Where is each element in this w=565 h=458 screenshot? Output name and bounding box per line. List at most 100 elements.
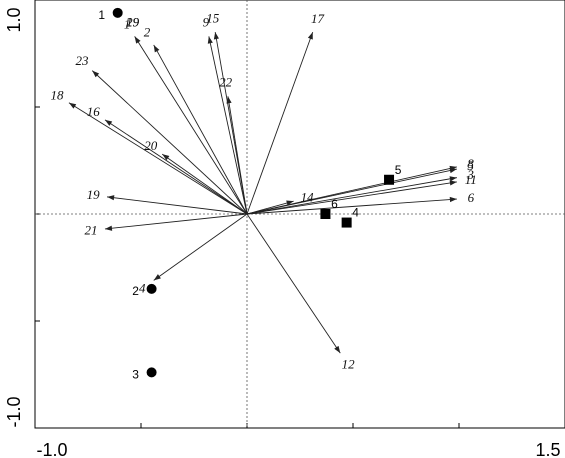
sample-point: 2: [132, 283, 157, 298]
sample-point: 6: [320, 197, 338, 219]
arrow-head: [449, 180, 457, 186]
arrow-head: [213, 32, 219, 40]
sample-marker-circle: [112, 7, 123, 18]
variable-label: 19: [87, 187, 101, 202]
variable-arrow: 6: [246, 190, 475, 215]
variable-arrow: 16: [87, 104, 248, 215]
arrow-shaft: [134, 36, 248, 215]
axis-tick-labels: -1.0 1.5 1.0 -1.0: [4, 7, 561, 458]
arrow-head: [68, 102, 77, 109]
sample-marker-square: [341, 217, 352, 228]
arrow-head: [286, 200, 294, 206]
arrow-head: [134, 36, 141, 44]
arrow-shaft: [246, 181, 457, 215]
arrow-shaft: [246, 213, 341, 354]
sample-marker-circle: [146, 367, 157, 378]
variable-label: 5: [467, 158, 474, 173]
arrow-head: [449, 165, 457, 171]
arrow-shaft: [91, 70, 248, 215]
arrow-head: [104, 225, 113, 231]
overlap-label: 19: [126, 14, 140, 29]
variable-label: 16: [87, 104, 101, 119]
variable-arrow: 14: [246, 189, 315, 215]
arrow-shaft: [107, 196, 248, 215]
sample-label: 1: [98, 8, 105, 22]
variable-label: 4: [139, 280, 146, 295]
arrow-shaft: [227, 96, 248, 215]
sample-label: 3: [132, 367, 139, 381]
sample-label: 6: [331, 197, 338, 211]
variable-label: 8: [467, 156, 474, 171]
arrow-head: [153, 44, 160, 53]
variable-arrow: 22: [219, 74, 248, 215]
variable-label: 6: [468, 190, 475, 205]
sample-marker-square: [320, 209, 331, 219]
sample-label: 5: [395, 163, 402, 177]
variable-arrow: 17: [246, 11, 325, 215]
variable-arrow: 1: [124, 17, 248, 215]
arrow-shaft: [68, 102, 248, 215]
sample-point: 1: [98, 7, 123, 22]
sample-point: 5: [384, 163, 402, 185]
variable-label: 12: [342, 357, 356, 372]
variable-arrow: 11: [246, 172, 477, 215]
variable-arrow: 8: [246, 156, 474, 215]
arrow-shaft: [104, 119, 248, 215]
arrow-head: [449, 176, 457, 182]
sample-point: 3: [132, 367, 157, 381]
variable-arrow: 2: [144, 25, 248, 215]
variable-label: 14: [301, 189, 315, 204]
arrow-head: [449, 196, 457, 203]
arrow-shaft: [104, 213, 248, 230]
arrow-head: [153, 274, 161, 281]
x-tick-label-min: -1.0: [36, 440, 67, 458]
arrow-shaft: [153, 213, 248, 281]
arrow-head: [334, 345, 341, 354]
variable-arrow: 4: [139, 213, 248, 295]
variable-label: 23: [75, 53, 89, 68]
variable-label: 3: [466, 167, 474, 182]
sample-point: 4: [341, 206, 359, 228]
arrow-head: [107, 195, 115, 201]
arrow-shaft: [153, 44, 248, 215]
sample-marker-circle: [146, 283, 157, 294]
arrow-head: [207, 36, 213, 44]
arrow-shaft: [246, 31, 314, 215]
y-tick-label-max: 1.0: [4, 7, 24, 32]
arrow-shaft: [246, 166, 457, 215]
arrow-head: [104, 119, 113, 126]
arrow-head: [226, 96, 232, 104]
variable-arrow: 3: [246, 167, 474, 215]
variable-label: 17: [311, 11, 325, 26]
arrow-shaft: [246, 177, 457, 215]
reference-lines: [35, 0, 565, 428]
variable-label: 22: [219, 74, 233, 89]
overlap-label: 29: [126, 14, 140, 29]
variable-label: 9: [203, 15, 210, 30]
variable-label: 18: [51, 87, 65, 102]
y-tick-label-min: -1.0: [4, 396, 24, 427]
variable-label: 11: [465, 172, 477, 187]
variable-label: 15: [206, 10, 220, 25]
arrow-head: [307, 32, 313, 40]
sample-label: 4: [352, 206, 359, 220]
arrow-head: [162, 154, 170, 161]
arrow-shaft: [246, 198, 457, 215]
sample-label: 2: [132, 284, 139, 298]
variable-arrow: 20: [144, 138, 248, 215]
arrow-head: [92, 70, 100, 78]
variable-label: 20: [144, 138, 158, 153]
variable-arrow: 21: [85, 213, 248, 237]
sample-marker-square: [384, 174, 395, 185]
variable-arrow: 12: [246, 213, 356, 372]
x-tick-label-max: 1.5: [535, 440, 560, 458]
variable-label: 21: [85, 222, 98, 237]
variable-arrow: 18: [51, 87, 248, 215]
arrow-shaft: [246, 200, 294, 215]
variable-label: 2: [144, 25, 151, 40]
variable-arrow: 9: [203, 15, 248, 215]
